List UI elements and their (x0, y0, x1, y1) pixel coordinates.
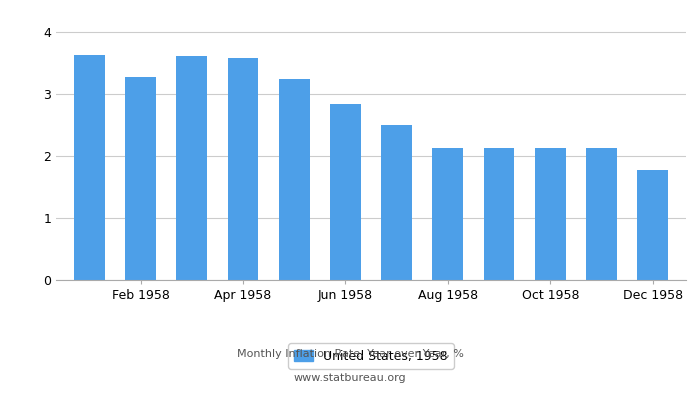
Bar (125, 77, 156, 280)
Bar (535, 148, 566, 280)
Bar (433, 148, 463, 280)
Bar (484, 148, 514, 280)
Bar (330, 104, 360, 280)
Bar (279, 80, 309, 280)
Legend: United States, 1958: United States, 1958 (288, 344, 454, 369)
Bar (637, 170, 668, 280)
Bar (382, 125, 412, 280)
Bar (228, 58, 258, 280)
Text: www.statbureau.org: www.statbureau.org (294, 373, 406, 383)
Bar (176, 56, 207, 280)
Text: Monthly Inflation Rate, Year over Year, %: Monthly Inflation Rate, Year over Year, … (237, 349, 463, 359)
Bar (74, 55, 105, 280)
Bar (586, 148, 617, 280)
